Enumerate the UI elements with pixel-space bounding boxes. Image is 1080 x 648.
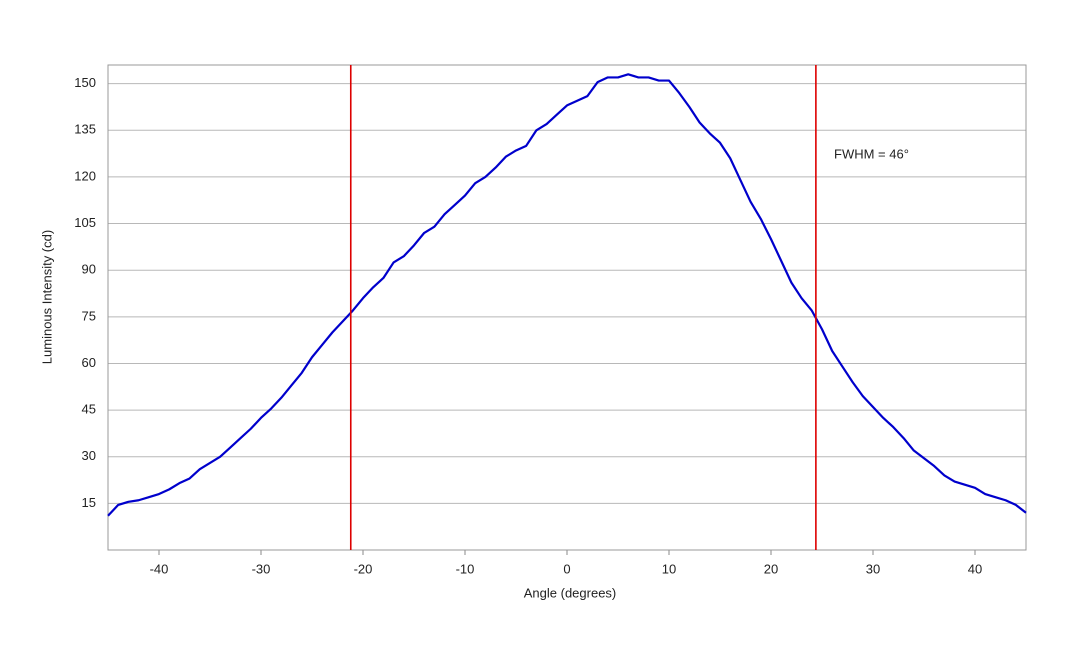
x-tick-label: 10 [662,561,676,576]
plot-frame [107,64,1027,551]
x-tick-label: 0 [563,561,570,576]
intensity-line [107,73,1027,517]
y-tick-label: 150 [74,75,96,90]
y-tick-label: 120 [74,168,96,183]
x-tick-label: 20 [764,561,778,576]
y-tick-label: 45 [82,402,96,417]
x-tick-label: -40 [150,561,169,576]
x-tick-label: -30 [252,561,271,576]
y-tick-label: 90 [82,262,96,277]
x-tick-label: -20 [354,561,373,576]
y-axis-label: Luminous Intensity (cd) [39,230,54,364]
y-tick-label: 105 [74,215,96,230]
y-tick-label: 15 [82,495,96,510]
y-tick-label: 30 [82,448,96,463]
y-tick-label: 135 [74,122,96,137]
x-tick-label: 40 [968,561,982,576]
x-axis-label: Angle (degrees) [524,585,617,600]
y-tick-label: 75 [82,308,96,323]
x-tick-label: -10 [456,561,475,576]
annotation: FWHM = 46° [834,146,909,161]
y-tick-label: 60 [82,355,96,370]
x-tick-label: 30 [866,561,880,576]
